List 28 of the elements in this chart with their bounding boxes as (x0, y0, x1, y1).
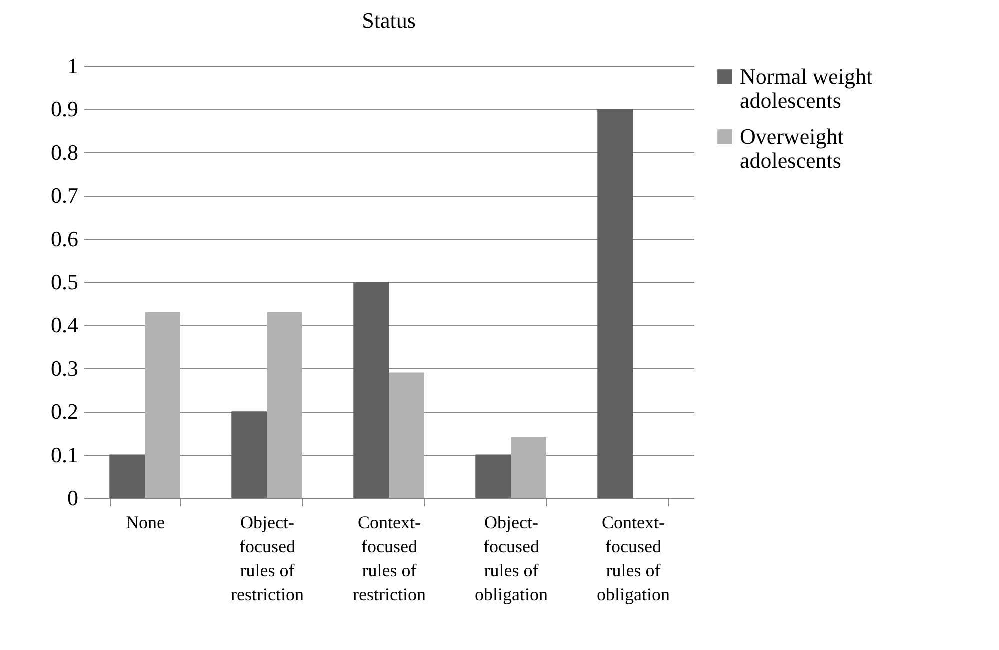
y-tick-label: 0.8 (51, 140, 78, 165)
bar (267, 312, 302, 498)
bar (232, 412, 267, 498)
bar (511, 438, 546, 498)
legend-label: Overweight adolescents (740, 124, 844, 173)
y-tick-label: 0.2 (51, 399, 78, 424)
bar (476, 454, 511, 498)
y-tick-label: 0.9 (51, 96, 78, 122)
y-tick-label: 0.6 (51, 226, 78, 252)
y-tick-label: 0.5 (51, 270, 78, 294)
x-tick-label: Context-focused rules of obligation (597, 512, 670, 604)
chart-title: Status (362, 8, 416, 33)
y-tick-label: 0.7 (51, 183, 78, 208)
x-tick-label: Object-focused rules of obligation (475, 512, 548, 604)
bar (354, 282, 389, 498)
y-tick-label: 0.4 (51, 312, 78, 338)
bar (145, 312, 180, 498)
x-tick-label: Context-focused rules of restriction (353, 512, 426, 604)
y-tick-label: 0 (68, 486, 78, 510)
bar (598, 109, 633, 498)
x-tick-label: Object-focused rules of restriction (231, 512, 304, 604)
bar (389, 372, 424, 498)
y-tick-label: 0.1 (51, 442, 78, 468)
y-tick-label: 0.3 (51, 356, 78, 381)
bar (110, 454, 145, 498)
x-tick-label: None (126, 512, 165, 532)
y-tick-label: 1 (68, 54, 78, 78)
legend-label: Normal weight adolescents (740, 64, 873, 113)
